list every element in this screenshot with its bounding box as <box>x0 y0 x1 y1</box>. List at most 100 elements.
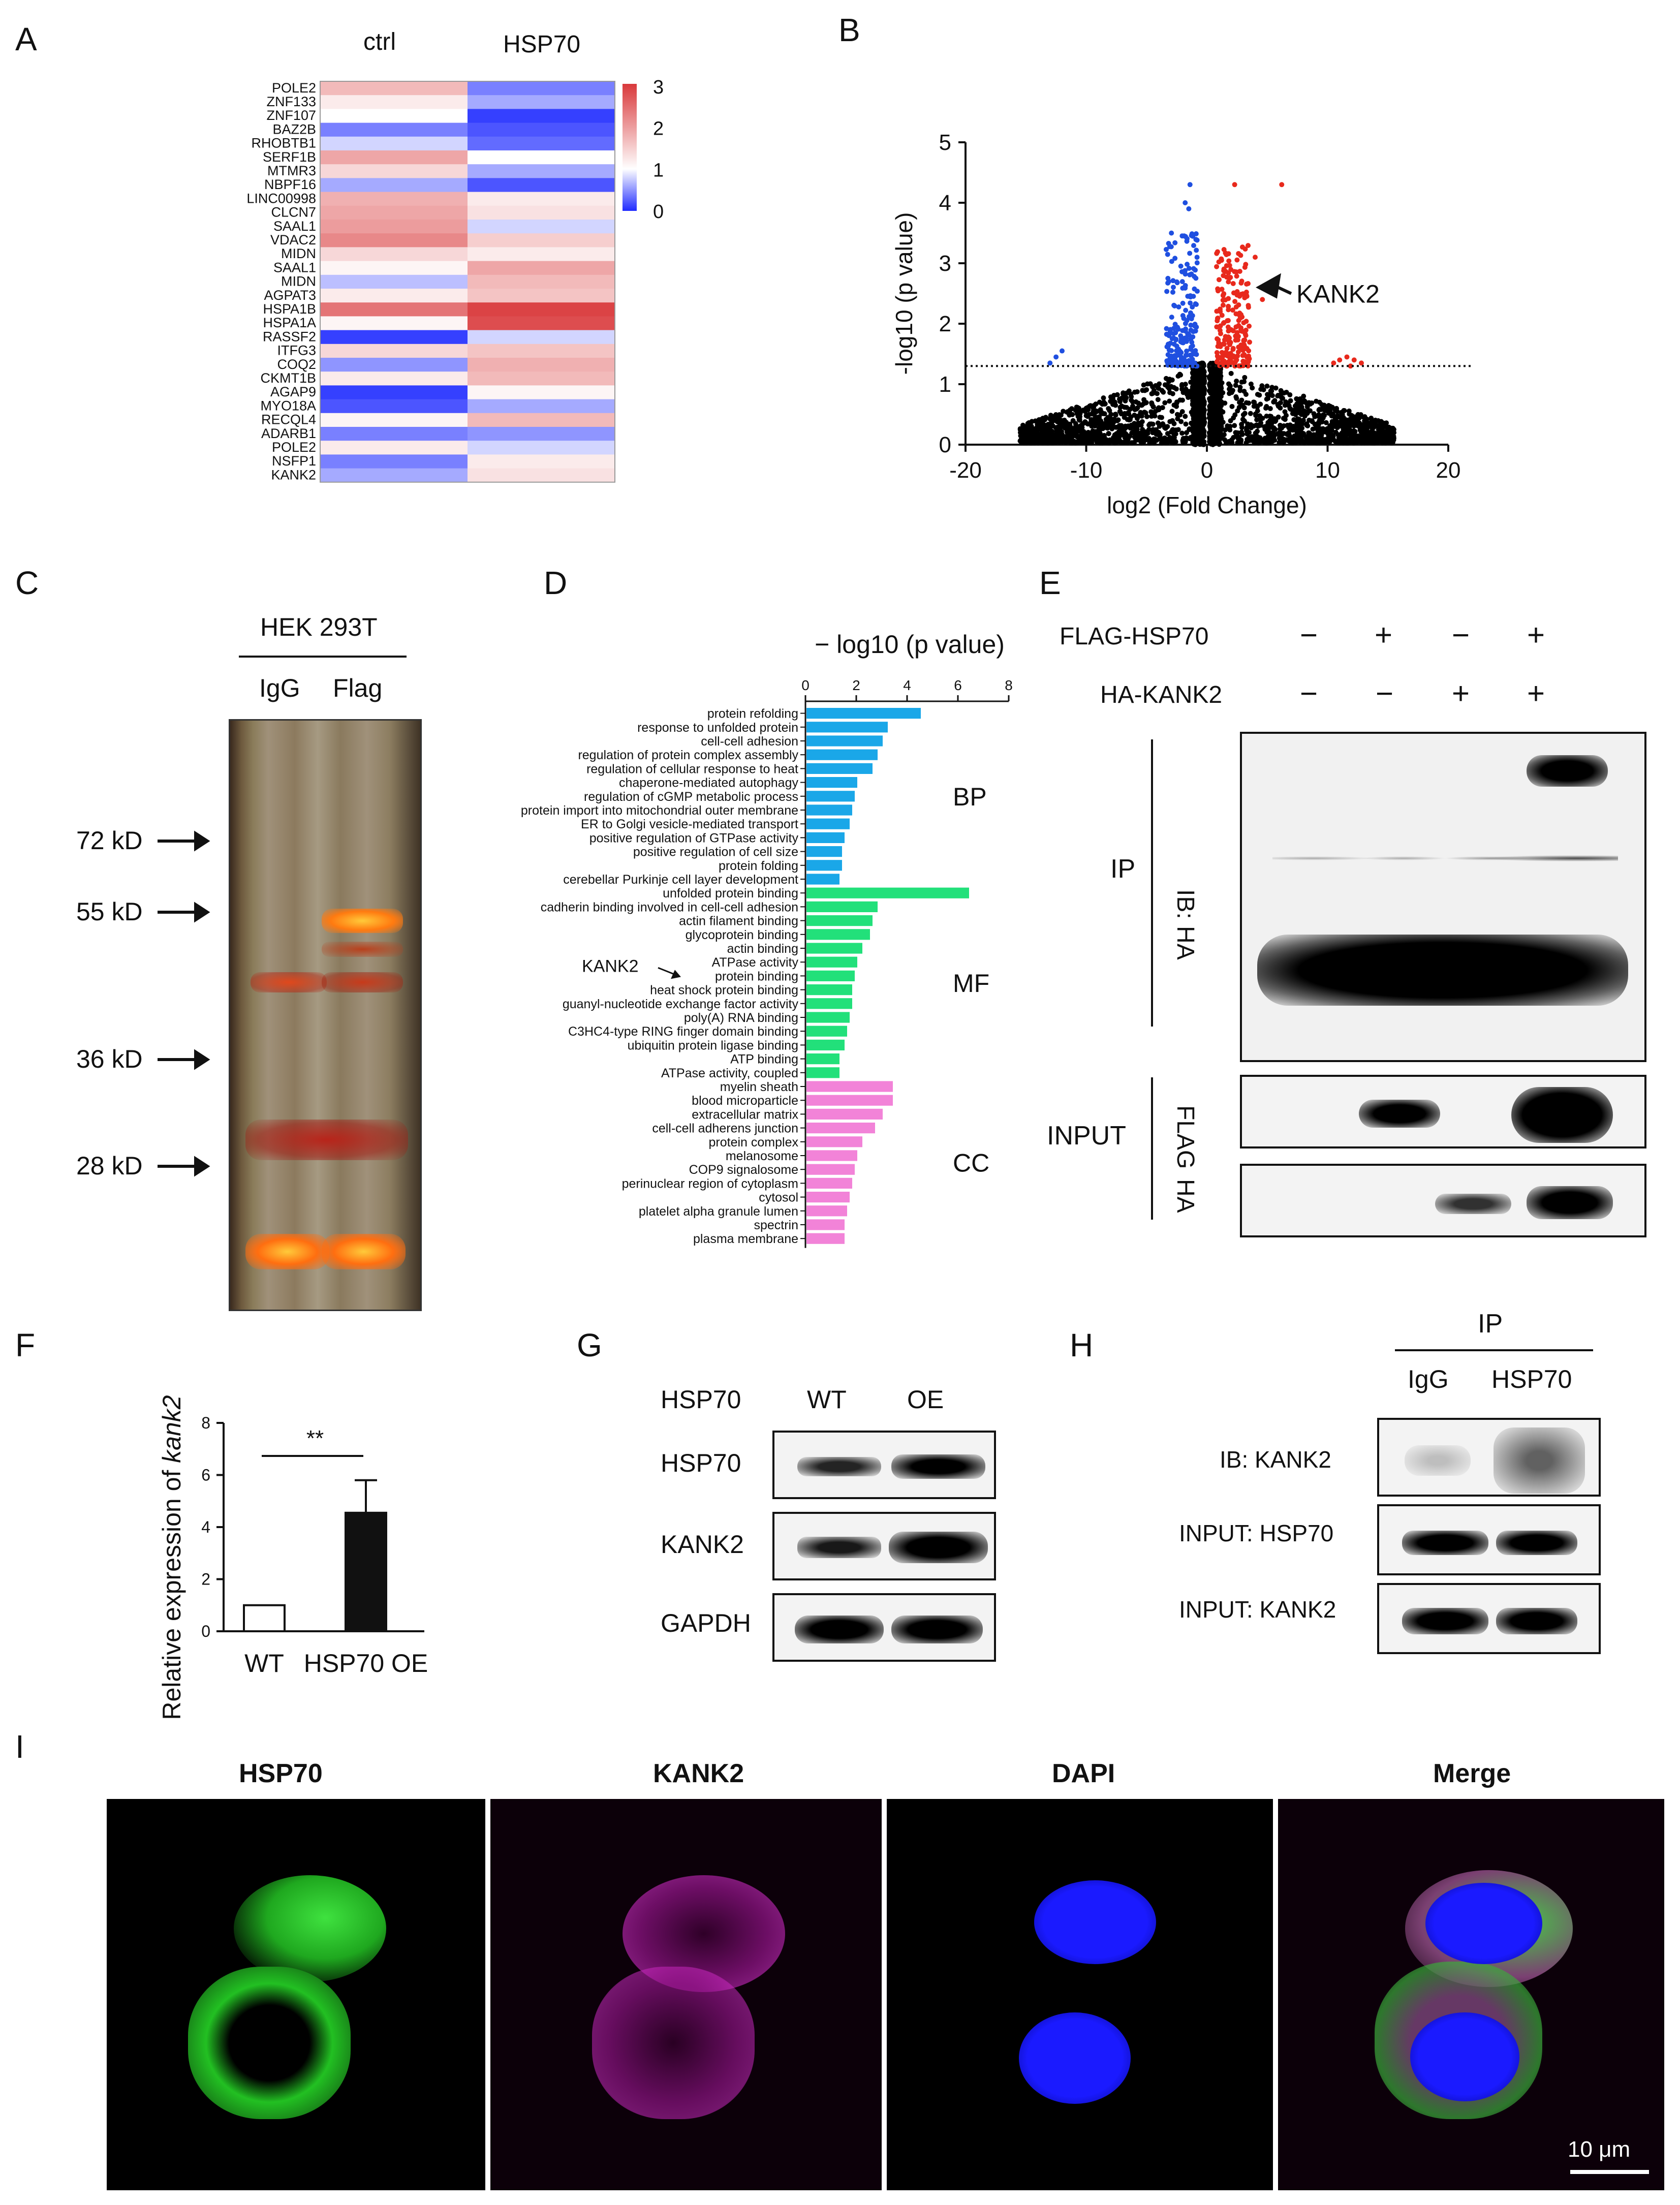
volcano-point-ns <box>1108 394 1113 400</box>
volcano-point-down <box>1183 200 1188 205</box>
go-bar-cc <box>806 1164 855 1175</box>
go-bar-mf <box>806 1026 847 1037</box>
heatmap-cell-ctrl <box>320 413 468 427</box>
volcano-point-ns <box>1192 373 1198 379</box>
if-kank2-cell-bottom <box>592 1967 755 2119</box>
heatmap-cell-hsp70 <box>468 289 615 303</box>
volcano-point-ns <box>1059 432 1065 438</box>
volcano-point-ns <box>1194 437 1200 443</box>
marker-72: 72 kD <box>76 826 143 855</box>
go-term-label: response to unfolded protein <box>637 721 798 735</box>
go-term-label: COP9 signalosome <box>689 1163 798 1177</box>
volcano-point-ns <box>1141 397 1147 402</box>
blot-input-flag <box>1240 1075 1646 1148</box>
volcano-point-up <box>1230 347 1236 352</box>
qpcr-y-label-gene: kank2 <box>158 1395 186 1463</box>
volcano-point-down <box>1169 230 1174 236</box>
ib-ha-label: IB: HA <box>1172 889 1199 960</box>
volcano-point-ns <box>1017 427 1023 432</box>
go-bar-mf <box>806 1067 839 1078</box>
volcano-point-down <box>1171 326 1176 331</box>
go-term-label: actin filament binding <box>679 914 798 928</box>
volcano-point-ns <box>1242 375 1248 380</box>
volcano-point-down <box>1189 339 1195 345</box>
volcano-point-ns <box>1333 429 1339 435</box>
e-sign-1-4: + <box>1527 618 1545 652</box>
volcano-point-up <box>1214 359 1220 365</box>
volcano-point-ns <box>1177 371 1183 377</box>
go-bar-mf <box>806 970 855 981</box>
if-title-hsp70: HSP70 <box>239 1759 323 1788</box>
volcano-point-ns <box>1235 440 1240 446</box>
volcano-point-ns <box>1241 388 1247 394</box>
volcano-point-down <box>1175 326 1181 332</box>
volcano-point-ns <box>1216 427 1221 433</box>
go-kank2-arrow-head <box>671 970 681 979</box>
volcano-point-down <box>1171 341 1177 347</box>
volcano-point-ns <box>1038 417 1043 422</box>
volcano-point-ns <box>1213 439 1219 444</box>
if-merge-nucleus-top <box>1425 1883 1542 1964</box>
gel-title-line <box>239 656 407 658</box>
g-blot-kank2 <box>772 1512 996 1580</box>
go-x-tick-label: 4 <box>903 677 911 693</box>
heatmap-gene-label: HSPA1A <box>263 315 316 330</box>
heatmap-cell-hsp70 <box>468 150 615 165</box>
volcano-point-ns <box>1361 438 1367 443</box>
heatmap-cell-ctrl <box>320 358 468 372</box>
volcano-point-ns <box>1101 395 1106 401</box>
go-bar-bp <box>806 874 839 885</box>
heatmap-cell-hsp70 <box>468 220 615 234</box>
gel-image <box>229 719 422 1311</box>
go-term-label: protein complex <box>709 1135 799 1150</box>
heatmap-gene-label: POLE2 <box>272 440 316 455</box>
g-band-kank2-wt <box>797 1537 881 1558</box>
go-term-label: chaperone-mediated autophagy <box>619 776 799 790</box>
h-ip-label: IP <box>1478 1309 1503 1339</box>
volcano-point-ns <box>1383 432 1389 438</box>
go-term-label: positive regulation of cell size <box>633 845 798 859</box>
volcano-point-ns <box>1337 440 1343 445</box>
go-term-label: ER to Golgi vesicle-mediated transport <box>581 817 798 831</box>
h-band-hsp70-hsp70 <box>1496 1531 1577 1555</box>
volcano-point-ns <box>1144 414 1149 419</box>
volcano-point-ns <box>1042 417 1047 422</box>
volcano-point-up <box>1230 328 1236 333</box>
volcano-point-ns <box>1249 438 1254 443</box>
volcano-point-ns <box>1294 439 1300 444</box>
heatmap-gene-label: ADARB1 <box>261 426 316 441</box>
volcano-point-ns <box>1337 419 1343 425</box>
band-ha-4 <box>1527 1186 1613 1219</box>
volcano-point-ns <box>1119 428 1125 434</box>
go-kank2-annotation: KANK2 <box>582 956 639 976</box>
volcano-point-ns <box>1093 401 1099 407</box>
volcano-point-ns <box>1325 406 1330 412</box>
volcano-point-ns <box>1234 378 1239 384</box>
volcano-point-ns <box>1273 385 1279 391</box>
volcano-point-ns <box>1133 399 1139 405</box>
volcano-point-up <box>1214 350 1220 355</box>
volcano-point-ns <box>1292 403 1298 409</box>
heatmap-cell-hsp70 <box>468 247 615 262</box>
volcano-y-tick-label: 5 <box>939 130 951 155</box>
heatmap-cell-hsp70 <box>468 178 615 193</box>
volcano-point-ns <box>1267 406 1273 412</box>
volcano-x-tick-label: -10 <box>1070 458 1103 483</box>
marker-55: 55 kD <box>76 897 143 926</box>
go-bar-bp <box>806 846 842 857</box>
volcano-point-ns <box>1255 408 1260 414</box>
go-group-label: MF <box>953 969 989 998</box>
volcano-point-up <box>1220 293 1226 298</box>
volcano-point-ns <box>1360 425 1366 430</box>
volcano-point-ns <box>1033 418 1038 424</box>
colorbar-tick-label: 0 <box>653 201 664 223</box>
volcano-point-ns <box>1114 434 1120 440</box>
volcano-point-ns <box>1079 434 1084 440</box>
volcano-point-ns <box>1210 413 1216 418</box>
volcano-point-ns <box>1264 396 1269 402</box>
heatmap-cell-ctrl <box>320 468 468 483</box>
volcano-point-up <box>1253 255 1258 260</box>
volcano-point-ns <box>1094 429 1100 435</box>
volcano-point-ns <box>1136 420 1141 426</box>
go-term-label: actin binding <box>727 942 798 956</box>
